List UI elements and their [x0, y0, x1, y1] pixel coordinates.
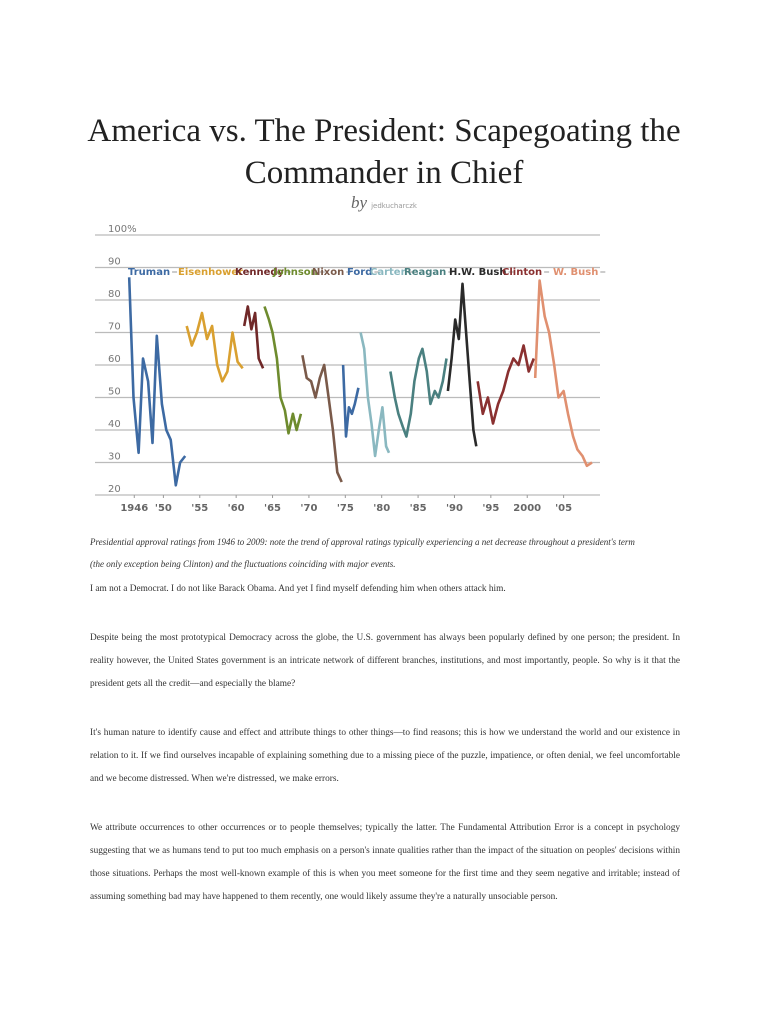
y-tick-label: 90 [108, 257, 121, 268]
x-tick-label: '80 [373, 503, 390, 514]
legend-label: W. Bush [553, 267, 598, 278]
legend-label: Nixon [312, 267, 344, 278]
series-line [127, 277, 187, 487]
legend-label: Truman [128, 267, 170, 278]
series-line [476, 344, 536, 425]
x-tick-label: '90 [446, 503, 463, 514]
paragraph: I am not a Democrat. I do not like Barac… [90, 584, 506, 594]
series-line [301, 355, 343, 483]
y-tick-label: 30 [108, 452, 121, 463]
legend-label: Ford [347, 267, 372, 278]
caption: (the only exception being Clinton) and t… [90, 559, 396, 569]
x-tick-label: '95 [482, 503, 499, 514]
x-tick-label: '70 [300, 503, 317, 514]
y-tick-label: 70 [108, 322, 121, 333]
y-tick-label: 100% [108, 224, 137, 235]
x-tick-label: '85 [410, 503, 427, 514]
chart: 20 30 40 50 60 70 80 90 100% 1946 '50 '55 '60 '65 '70 '… [95, 224, 606, 514]
legend-label: Carter [370, 267, 406, 278]
legend-label: Eisenhower [178, 267, 243, 278]
by: by [351, 193, 368, 212]
series-line [533, 279, 593, 468]
title: America vs. The President: Scapegoating … [87, 113, 681, 191]
article-body: I am not a Democrat. I do not like Barac… [90, 578, 680, 935]
legend-label: Johnson [272, 267, 318, 278]
series-line [341, 364, 360, 438]
series-line [359, 332, 391, 458]
x-tick-label: 2000 [513, 503, 541, 514]
y-tick-label: 40 [108, 419, 121, 430]
series-line [242, 305, 265, 369]
x-tick-label: '55 [191, 503, 208, 514]
x-tick-label: '50 [155, 503, 172, 514]
author: jedkucharczk [371, 202, 417, 210]
caption: Presidential approval ratings from 1946 … [90, 537, 635, 547]
paragraph: It's human nature to identify cause and … [90, 728, 680, 784]
paragraph: We attribute occurrences to other occurr… [90, 823, 680, 902]
legend-label: H.W. Bush [449, 267, 506, 278]
series-line [446, 282, 478, 447]
x-tick-label: '75 [337, 503, 354, 514]
series-line [185, 311, 244, 383]
legend-label: Kennedy [235, 267, 285, 278]
x-tick-label: 1946 [120, 503, 148, 514]
x-tick-label: '05 [555, 503, 572, 514]
series-line [389, 347, 448, 438]
y-tick-label: 60 [108, 354, 121, 365]
series-line [263, 306, 303, 435]
legend-label: Reagan [404, 267, 446, 278]
x-tick-label: '65 [264, 503, 281, 514]
paragraph: Despite being the most prototypical Demo… [90, 633, 680, 689]
y-tick-label: 50 [108, 387, 121, 398]
legend-label: Clinton [502, 267, 542, 278]
byline: by jedkucharczk [0, 193, 768, 213]
y-tick-label: 80 [108, 289, 121, 300]
y-tick-label: 20 [108, 484, 121, 495]
x-tick-label: '60 [228, 503, 245, 514]
